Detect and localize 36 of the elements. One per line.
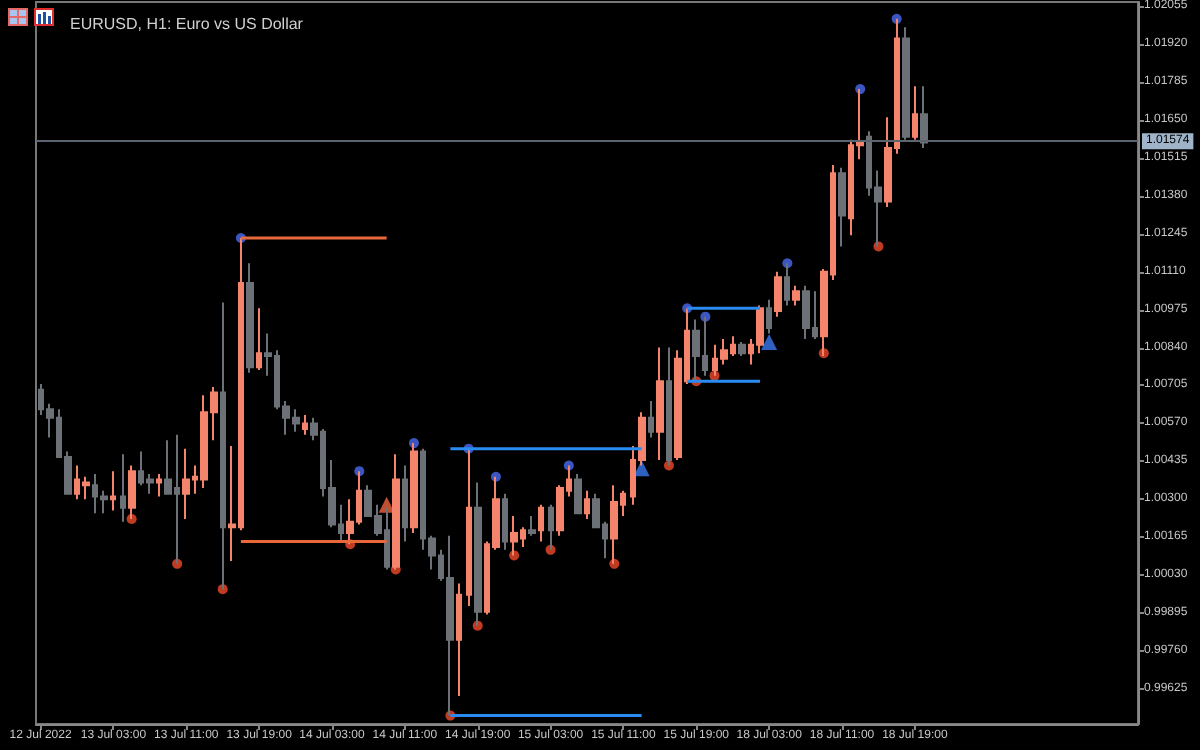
candlestick xyxy=(456,582,462,697)
candlestick xyxy=(510,515,518,557)
candlestick xyxy=(656,346,664,461)
candlestick xyxy=(838,166,846,248)
candlestick xyxy=(912,85,918,141)
candlestick xyxy=(584,489,590,520)
text: EURUSD, H1: Euro vs US Dollar xyxy=(70,15,304,33)
candlestick xyxy=(610,484,618,565)
candlestick xyxy=(246,262,254,374)
candlestick xyxy=(256,307,262,372)
candlestick xyxy=(902,26,910,141)
candlestick xyxy=(792,284,800,307)
point xyxy=(761,333,778,350)
candlestick xyxy=(410,442,418,534)
candlestick xyxy=(502,492,508,551)
candlestick xyxy=(920,85,928,150)
candlestick xyxy=(474,481,482,627)
candlestick xyxy=(128,464,136,520)
candlestick xyxy=(528,515,536,537)
candlestick xyxy=(156,472,162,498)
candlestick xyxy=(120,453,126,523)
candlestick xyxy=(392,453,400,571)
candlestick xyxy=(446,534,454,717)
candlestick xyxy=(766,298,772,335)
candlestick xyxy=(738,340,746,357)
candlestick xyxy=(692,318,700,383)
candlestick xyxy=(110,470,116,512)
candlestick xyxy=(666,346,672,467)
candlestick xyxy=(182,447,190,520)
candlestick xyxy=(774,270,782,318)
candlestick xyxy=(302,413,308,436)
candlestick xyxy=(802,284,810,341)
candlestick xyxy=(648,399,654,439)
candlestick xyxy=(574,472,582,515)
candlestick xyxy=(402,464,408,543)
candlestick xyxy=(538,503,544,543)
